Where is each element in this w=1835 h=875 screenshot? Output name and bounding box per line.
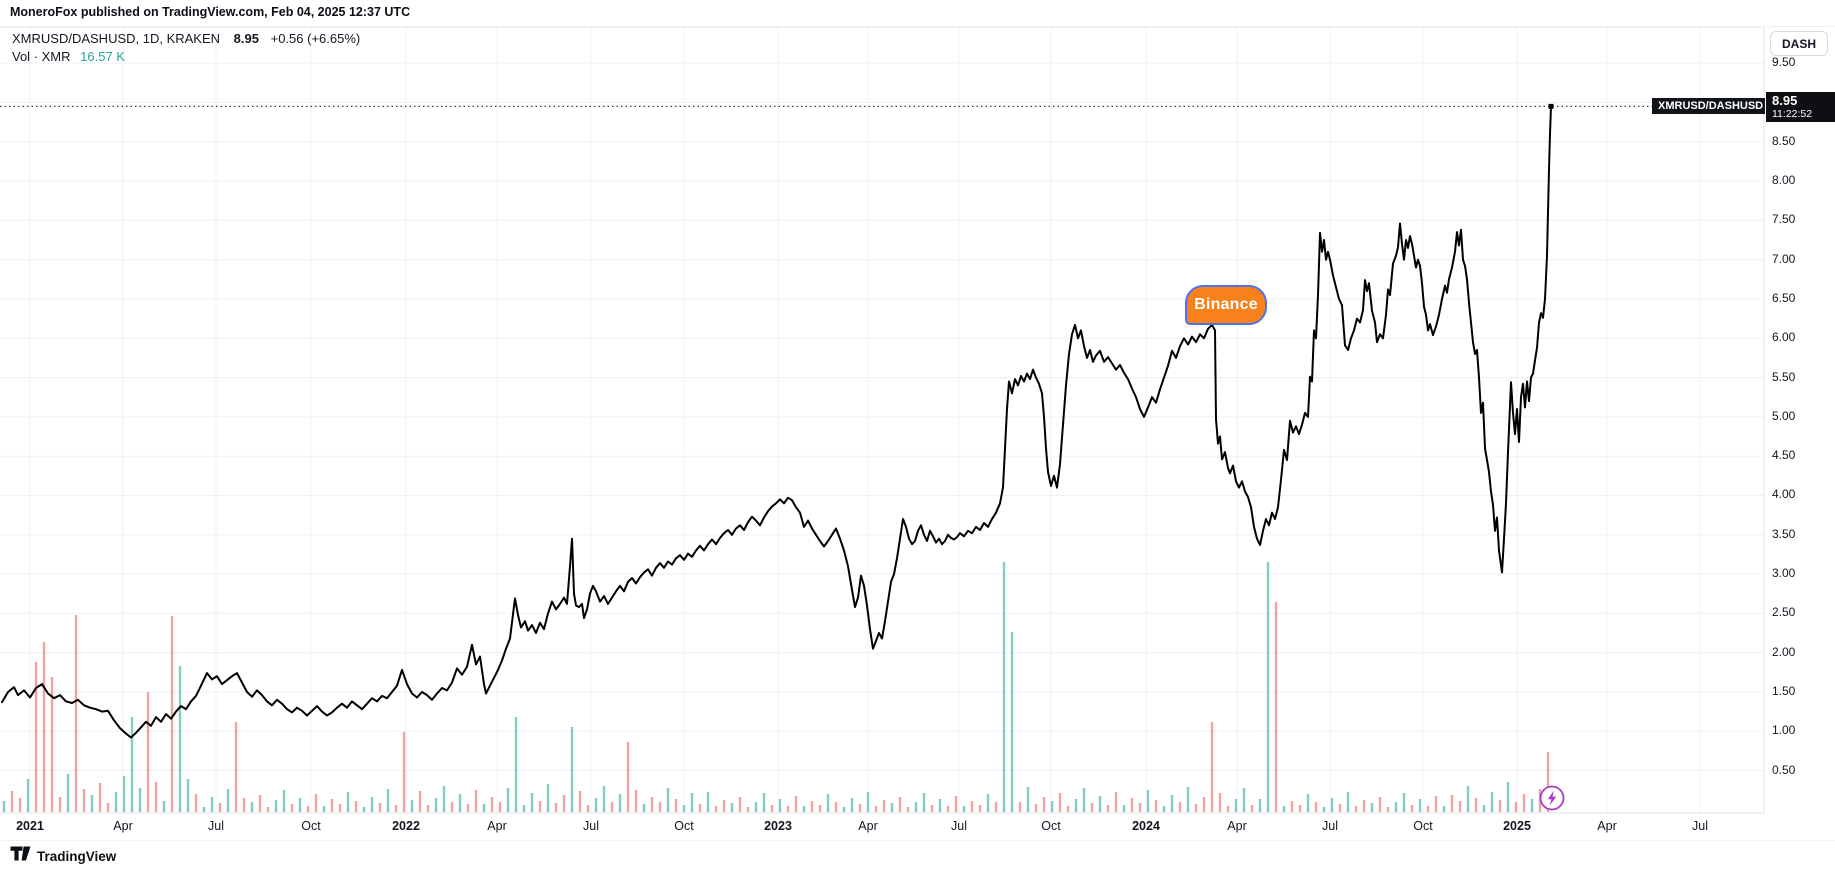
time-tick-label: Apr — [487, 819, 507, 833]
footer-bar: TradingView — [10, 846, 116, 866]
price-tick-label: 6.50 — [1772, 290, 1796, 305]
price-tick-label: 8.50 — [1772, 133, 1796, 148]
legend-symbol-row: XMRUSD/DASHUSD, 1D, KRAKEN 8.95 +0.56 (+… — [12, 31, 360, 47]
legend-last-price: 8.95 — [233, 31, 259, 46]
time-tick-label: 2025 — [1503, 819, 1531, 833]
time-tick-label: Apr — [1227, 819, 1247, 833]
legend-volume-row: Vol · XMR 16.57 K — [12, 49, 360, 65]
time-tick-label: Oct — [1413, 819, 1433, 833]
legend-change: +0.56 (+6.65%) — [270, 31, 361, 46]
time-tick-label: Oct — [674, 819, 694, 833]
price-tick-label: 6.00 — [1772, 330, 1796, 345]
time-tick-label: Apr — [858, 819, 878, 833]
time-tick-label: Oct — [301, 819, 321, 833]
time-tick-label: Jul — [208, 819, 224, 833]
price-tick-label: 5.50 — [1772, 369, 1796, 384]
bar-countdown-timer: 11:22:52 — [1772, 108, 1813, 121]
lightning-icon[interactable] — [1539, 785, 1565, 811]
time-tick-label: Jul — [951, 819, 967, 833]
price-tick-label: 2.00 — [1772, 644, 1796, 659]
time-tick-label: Jul — [1322, 819, 1338, 833]
price-tick-label: 7.50 — [1772, 212, 1796, 227]
time-tick-label: Jul — [1692, 819, 1708, 833]
price-axis[interactable]: DASH 9.509.008.508.007.507.006.506.005.5… — [1765, 27, 1835, 840]
time-tick-label: 2024 — [1132, 819, 1160, 833]
series-price-line-label: XMRUSD/DASHUSD — [1652, 98, 1770, 115]
symbol-title[interactable]: XMRUSD/DASHUSD, 1D, KRAKEN — [12, 31, 221, 46]
price-tick-label: 4.00 — [1772, 487, 1796, 502]
time-tick-label: Jul — [583, 819, 599, 833]
last-price-tag: 8.95 11:22:52 — [1766, 92, 1835, 123]
price-tick-label: 3.00 — [1772, 566, 1796, 581]
last-price-value: 8.95 — [1772, 93, 1798, 109]
time-tick-label: Oct — [1041, 819, 1061, 833]
price-tick-label: 4.50 — [1772, 448, 1796, 463]
price-tick-label: 2.50 — [1772, 605, 1796, 620]
currency-toggle-button[interactable]: DASH — [1770, 31, 1828, 56]
attribution-text: MoneroFox published on TradingView.com, … — [10, 5, 411, 19]
price-tick-label: 8.00 — [1772, 173, 1796, 188]
binance-annotation-label: Binance — [1194, 296, 1258, 313]
tradingview-logo-icon[interactable] — [10, 846, 31, 866]
time-tick-label: Apr — [113, 819, 133, 833]
price-tick-label: 7.00 — [1772, 251, 1796, 266]
price-tick-label: 5.00 — [1772, 408, 1796, 423]
price-tick-label: 3.50 — [1772, 526, 1796, 541]
binance-annotation-badge[interactable]: Binance — [1185, 285, 1267, 325]
price-tick-label: 1.50 — [1772, 683, 1796, 698]
chart-legend[interactable]: XMRUSD/DASHUSD, 1D, KRAKEN 8.95 +0.56 (+… — [12, 31, 360, 65]
volume-label[interactable]: Vol · XMR — [12, 49, 71, 64]
tradingview-logo-text[interactable]: TradingView — [37, 848, 117, 864]
time-tick-label: 2021 — [16, 819, 44, 833]
volume-value: 16.57 K — [80, 49, 125, 64]
price-tick-label: 9.50 — [1772, 55, 1796, 70]
time-axis[interactable]: 2021 Apr Jul Oct 2022 Apr Jul Oct 2023 Apr Jul Oct 2… — [0, 814, 1835, 840]
time-tick-label: 2022 — [392, 819, 420, 833]
price-tick-label: 0.50 — [1772, 762, 1796, 777]
time-tick-label: 2023 — [764, 819, 792, 833]
price-tick-label: 1.00 — [1772, 723, 1796, 738]
time-tick-label: Apr — [1597, 819, 1617, 833]
